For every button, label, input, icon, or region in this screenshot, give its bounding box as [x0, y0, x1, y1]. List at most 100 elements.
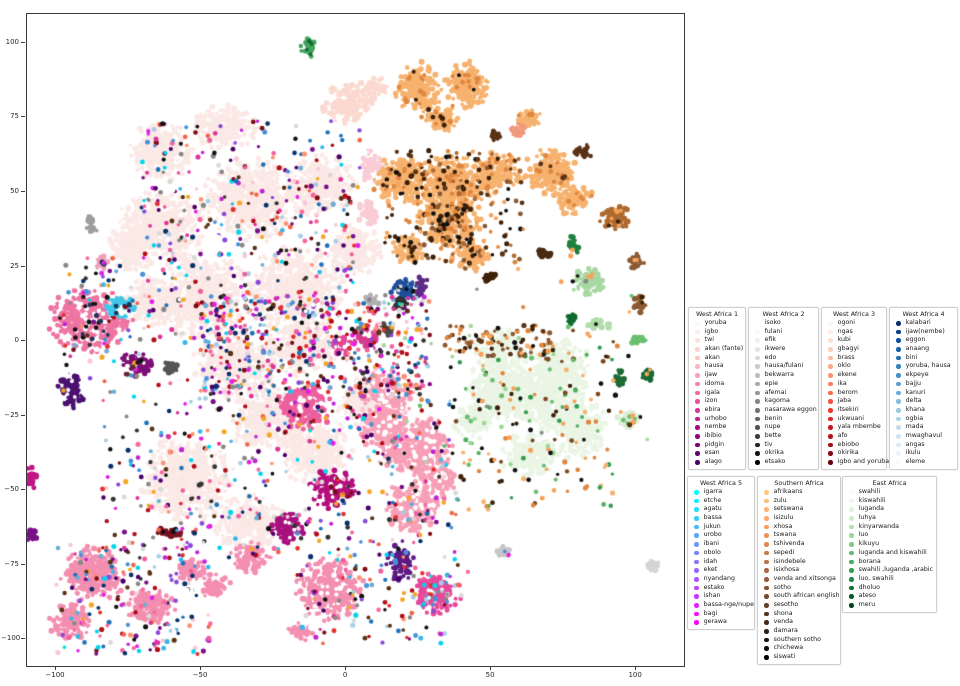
legend-item-label: meru — [858, 600, 876, 608]
legend-swatch-dot — [896, 407, 901, 413]
legend-swatch-dot — [695, 442, 700, 448]
legend-item-label: eggon — [905, 336, 926, 344]
legend-item: isixhosa — [761, 566, 837, 575]
legend-swatch-dot — [896, 399, 901, 404]
legend-item: ebiobo — [825, 441, 883, 450]
legend-item-label: ishan — [703, 592, 721, 600]
legend-item: ebira — [692, 406, 742, 415]
legend-item: akan (fante) — [692, 345, 743, 354]
legend-item-label: ogoni — [837, 319, 856, 326]
legend-swatch-dot — [896, 416, 901, 422]
legend-swatch-dot — [828, 407, 833, 413]
legend-item: okirika — [825, 449, 883, 458]
legend-item: ikwere — [752, 345, 815, 354]
legend-item-label: twi — [704, 336, 714, 344]
legend-item-label: kalabari — [905, 319, 931, 326]
legend-item: afrikaans — [761, 488, 837, 497]
legend-item-label: ebiobo — [837, 440, 859, 448]
y-axis-tick-label: 0 — [14, 336, 19, 345]
legend-item: ikulu — [893, 449, 954, 458]
legend-item-label: itsekiri — [837, 405, 859, 413]
legend-item-label: igarra — [703, 488, 723, 495]
legend-item-label: kagoma — [764, 397, 790, 405]
legend-item-label: afo — [837, 431, 848, 439]
legend-swatch-dot — [828, 364, 833, 370]
legend-item: gbagyi — [825, 345, 883, 354]
legend-group-west-africa-3: West Africa 3 ogoni ngas kubi gbagyi brass okl… — [821, 307, 889, 470]
legend-swatch-dot — [764, 568, 769, 573]
legend-swatch-dot — [694, 498, 699, 504]
legend-item: delta — [893, 397, 954, 406]
legend-item-label: luganda and kiswahili — [858, 548, 927, 556]
legend-swatch-dot — [694, 533, 699, 539]
legend-swatch-dot — [896, 364, 901, 370]
legend-item-label: gerawa — [703, 618, 727, 626]
y-tick-mark — [21, 489, 25, 491]
legend-item: ekene — [825, 371, 883, 380]
legend-item-label: obolo — [703, 548, 721, 556]
legend-swatch-dot — [849, 524, 854, 530]
legend-swatch-dot — [694, 602, 699, 608]
legend-item-label: swahili ,luganda ,arabic — [858, 566, 934, 574]
legend-item: siswati — [761, 653, 837, 662]
legend-title: West Africa 5 — [699, 479, 743, 487]
legend-swatch-dot — [755, 373, 760, 378]
legend-swatch-dot — [764, 490, 769, 495]
legend-item: ukwuani — [825, 415, 883, 424]
legend-swatch-dot — [755, 433, 760, 439]
legend-item: yoruba, hausa — [893, 362, 954, 371]
legend-item-label: zulu — [773, 496, 787, 504]
legend-swatch-dot — [896, 460, 901, 465]
legend-item: bette — [752, 432, 815, 441]
legend-swatch-dot — [828, 425, 833, 430]
legend-item-label: sepedi — [773, 548, 795, 556]
legend-swatch-dot — [755, 329, 760, 335]
legend-title: Southern Africa — [774, 479, 824, 487]
legend-item: swahili ,luganda ,arabic — [846, 566, 933, 575]
legend-item: izon — [692, 397, 742, 406]
y-axis-tick-label: −75 — [4, 559, 19, 568]
legend-item-label: urobo — [703, 531, 722, 539]
legend-item: eggon — [893, 336, 954, 345]
y-tick-mark — [21, 414, 25, 416]
legend-item-label: kanuri — [905, 388, 926, 396]
legend-item-label: mada — [905, 423, 924, 431]
legend-item-label: kikuyu — [858, 540, 880, 548]
legend-item-label: isoko — [764, 319, 781, 326]
legend-title: West Africa 3 — [832, 310, 876, 318]
legend-item-label: okrika — [764, 449, 784, 457]
legend-item: luo, swahili — [846, 575, 933, 584]
legend-swatch-dot — [764, 655, 769, 660]
legend-item: ogbia — [893, 415, 954, 424]
x-tick-mark — [635, 666, 637, 670]
legend-swatch-dot — [896, 381, 901, 387]
legend-item: luganda — [846, 505, 933, 514]
legend-item-label: ekene — [837, 371, 857, 379]
legend-item: zulu — [761, 497, 837, 506]
legend-item-label: ekpeye — [905, 371, 929, 379]
legend-item-label: eket — [703, 566, 718, 574]
scatter-canvas — [27, 14, 684, 666]
legend-item: sepedi — [761, 549, 837, 558]
legend-swatch-dot — [849, 594, 854, 599]
legend-item: epie — [752, 380, 815, 389]
legend-item-label: ikwere — [764, 345, 786, 353]
legend-item-label: borana — [858, 557, 881, 565]
legend-swatch-dot — [695, 381, 700, 387]
legend-item-label: xhosa — [773, 522, 793, 530]
y-tick-mark — [21, 563, 25, 565]
legend-item: bajju — [893, 380, 954, 389]
legend-item-label: edo — [764, 353, 777, 361]
legend-item-label: berom — [837, 388, 858, 396]
legend-swatch-dot — [849, 498, 854, 504]
legend-swatch-dot — [755, 460, 760, 465]
legend-swatch-dot — [896, 373, 901, 378]
legend-item-label: igala — [704, 388, 720, 396]
x-tick-mark — [345, 666, 347, 670]
legend-swatch-dot — [828, 433, 833, 439]
legend-item: luo — [846, 531, 933, 540]
legend-item: kagoma — [752, 397, 815, 406]
legend-item: hausa — [692, 362, 742, 371]
legend-swatch-dot — [695, 433, 700, 439]
